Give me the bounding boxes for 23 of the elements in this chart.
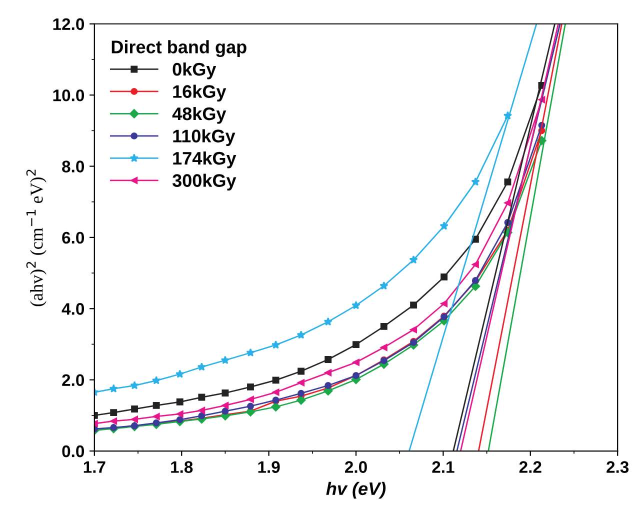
legend-label: 174kGy — [173, 151, 236, 168]
x-tick-label: 2.3 — [606, 461, 629, 473]
legend-title: Direct band gap — [112, 40, 246, 58]
x-tick-label: 2.1 — [432, 461, 454, 473]
y-tick-label: 6.0 — [62, 232, 84, 244]
y-tick-label: 10.0 — [53, 89, 84, 102]
legend-label: 16kGy — [173, 84, 226, 102]
legend-label: 0kGy — [172, 62, 216, 80]
legend-label: 48kGy — [172, 106, 226, 124]
x-tick-label: 1.9 — [258, 461, 280, 473]
x-tick-label: 1.7 — [84, 461, 106, 473]
y-tick-label: 4.0 — [62, 303, 84, 315]
x-tick-label: 2.2 — [519, 461, 542, 473]
y-tick-label: 8.0 — [62, 160, 84, 172]
legend-label: 110kGy — [173, 129, 236, 146]
legend-label: 300kGy — [172, 174, 236, 191]
y-tick-label: 2.0 — [62, 374, 84, 386]
y-tick-label: 12.0 — [53, 18, 84, 30]
y-tick-label: 0.0 — [62, 445, 84, 458]
x-tick-label: 1.8 — [171, 461, 193, 473]
y-axis-title: (ahv)$^{2}$ (cm$^{−1}$ eV)$^{2}$ — [26, 170, 46, 306]
x-tick-label: 2.0 — [345, 461, 367, 473]
x-axis-title: hv (eV) — [326, 482, 386, 499]
